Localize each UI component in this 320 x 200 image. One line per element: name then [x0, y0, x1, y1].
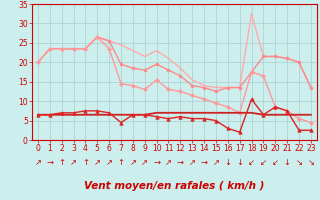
Text: ↘: ↘ [295, 158, 302, 167]
Text: ↙: ↙ [272, 158, 279, 167]
Text: ↓: ↓ [284, 158, 291, 167]
Text: →: → [46, 158, 53, 167]
Text: ↗: ↗ [189, 158, 196, 167]
Text: ↑: ↑ [82, 158, 89, 167]
Text: ↗: ↗ [35, 158, 41, 167]
Text: →: → [201, 158, 208, 167]
Text: ↓: ↓ [236, 158, 243, 167]
Text: ↙: ↙ [260, 158, 267, 167]
Text: ↘: ↘ [308, 158, 314, 167]
Text: ↗: ↗ [165, 158, 172, 167]
Text: ↗: ↗ [212, 158, 220, 167]
Text: ↙: ↙ [248, 158, 255, 167]
Text: ↓: ↓ [224, 158, 231, 167]
Text: →: → [153, 158, 160, 167]
Text: →: → [177, 158, 184, 167]
Text: ↗: ↗ [129, 158, 136, 167]
Text: ↑: ↑ [58, 158, 65, 167]
Text: ↗: ↗ [141, 158, 148, 167]
Text: ↗: ↗ [106, 158, 113, 167]
Text: ↗: ↗ [94, 158, 101, 167]
Text: ↑: ↑ [117, 158, 124, 167]
Text: Vent moyen/en rafales ( km/h ): Vent moyen/en rafales ( km/h ) [84, 181, 265, 191]
Text: ↗: ↗ [70, 158, 77, 167]
